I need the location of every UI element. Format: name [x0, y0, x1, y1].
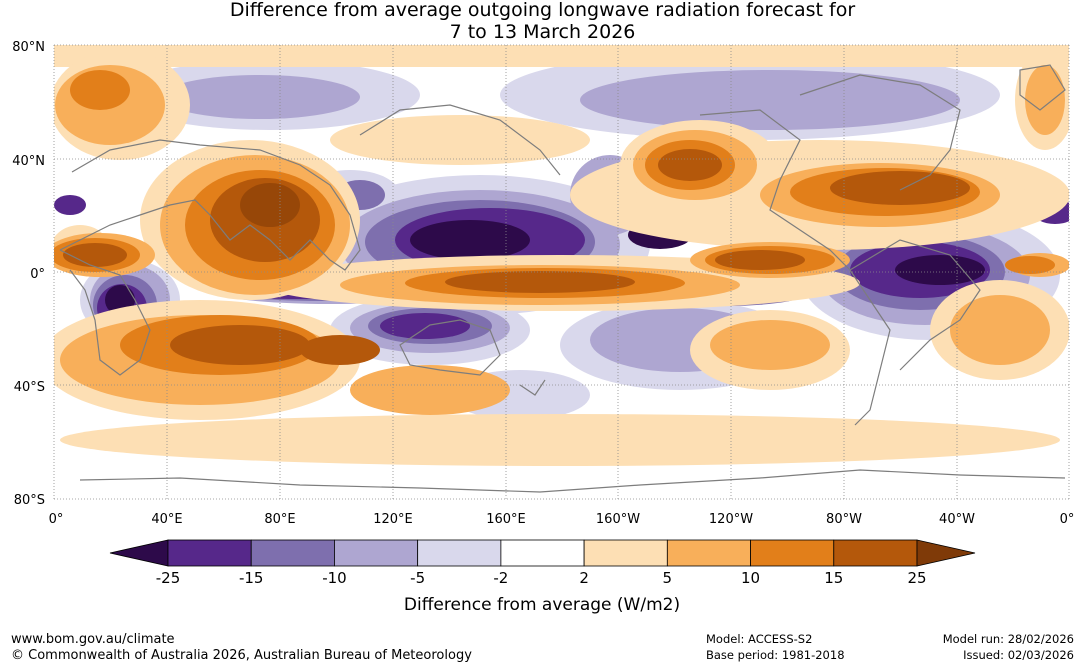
lon-label-80e: 80°E	[264, 512, 295, 527]
colorbar-tick-label: -5	[410, 569, 425, 587]
colorbar-segment	[500, 539, 585, 567]
colorbar-tick-label: 15	[824, 569, 843, 587]
lon-label-40w: 40°W	[939, 512, 975, 527]
footer-issued: Issued: 02/03/2026	[963, 648, 1074, 662]
footer-model: Model: ACCESS-S2	[706, 632, 813, 646]
lat-label-80n: 80°N	[12, 40, 45, 55]
colorbar-tick-label: 10	[741, 569, 760, 587]
colorbar-tick-label: 2	[579, 569, 589, 587]
colorbar-segment	[666, 539, 751, 567]
chart-title-line-2: 7 to 13 March 2026	[449, 21, 636, 43]
footer-copyright: © Commonwealth of Australia 2026, Austra…	[11, 648, 472, 663]
graticule	[53, 44, 1070, 500]
lon-label-160e: 160°E	[486, 512, 526, 527]
colorbar-segments	[109, 539, 976, 567]
colorbar-tick-label: 5	[663, 569, 673, 587]
colorbar-segment	[167, 539, 252, 567]
colorbar-tick-label: -15	[239, 569, 264, 587]
olr-anomaly-map: 80°N 40°N 0° 40°S 80°S 0° 40°E 80°E 120°…	[12, 40, 1075, 527]
colorbar-arrow-low	[109, 539, 169, 567]
lon-label-0-right: 0°	[1060, 512, 1075, 527]
colorbar-labels: -25 -15 -10 -5 -2 2 5 10 15 25	[156, 569, 927, 587]
colorbar-tick-label: 25	[907, 569, 926, 587]
colorbar-segment	[334, 539, 419, 567]
anomaly-field	[54, 45, 1069, 499]
footer-model-run: Model run: 28/02/2026	[942, 632, 1074, 646]
lon-label-160w: 160°W	[596, 512, 640, 527]
colorbar-tick-label: -2	[493, 569, 508, 587]
colorbar-segment	[250, 539, 335, 567]
lon-label-40e: 40°E	[151, 512, 182, 527]
lon-label-120e: 120°E	[373, 512, 413, 527]
lat-label-40n: 40°N	[12, 154, 45, 169]
coastlines	[59, 64, 1066, 493]
colorbar-unit-label: Difference from average (W/m2)	[404, 595, 680, 615]
footer-base-period: Base period: 1981-2018	[706, 648, 845, 662]
chart-title-line-1: Difference from average outgoing longwav…	[229, 0, 856, 21]
colorbar-segment	[833, 539, 918, 567]
colorbar-segment	[417, 539, 502, 567]
colorbar-tick-label: -10	[322, 569, 347, 587]
lon-label-0-left: 0°	[49, 512, 64, 527]
footer-website: www.bom.gov.au/climate	[11, 632, 175, 647]
colorbar-segment	[750, 539, 835, 567]
lon-label-120w: 120°W	[709, 512, 753, 527]
lat-label-0: 0°	[30, 267, 45, 282]
lon-label-80w: 80°W	[826, 512, 862, 527]
colorbar-tick-label: -25	[156, 569, 181, 587]
lat-label-40s: 40°S	[14, 380, 45, 395]
colorbar-segment	[583, 539, 668, 567]
lat-label-80s: 80°S	[14, 493, 45, 508]
colorbar-arrow-high	[916, 539, 976, 567]
